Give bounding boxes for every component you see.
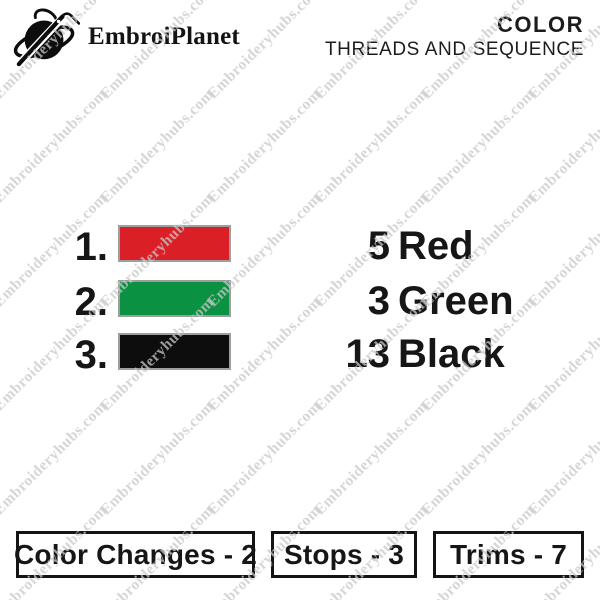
summary-bar: Color Changes - 2 Stops - 3 Trims - 7	[14, 531, 584, 578]
watermark-text: Embroideryhubs.com	[0, 398, 111, 519]
sheet-title: COLOR THREADS AND SEQUENCE	[325, 12, 584, 61]
watermark-text: Embroideryhubs.com	[311, 86, 432, 207]
trims-box: Trims - 7	[433, 531, 584, 578]
sheet-title-color: COLOR	[497, 12, 584, 37]
sheet-title-subtitle: THREADS AND SEQUENCE	[324, 39, 584, 61]
watermark-text: Embroideryhubs.com	[311, 398, 432, 519]
thread-row-3: 3. 13 Black	[0, 333, 600, 375]
stops-box: Stops - 3	[271, 531, 417, 578]
brand-name: EmbroiPlanet	[88, 23, 240, 50]
thread-row-2-count: 3	[367, 279, 390, 323]
brand-logo: EmbroiPlanet	[12, 6, 240, 68]
thread-row-1-count: 5	[367, 224, 390, 268]
color-changes-box: Color Changes - 2	[14, 531, 257, 578]
thread-row-3-index: 3.	[74, 333, 108, 377]
watermark-text: Embroideryhubs.com	[204, 86, 325, 207]
thread-row-1-name: Red	[398, 224, 474, 268]
thread-row-1-index: 1.	[74, 225, 108, 269]
watermark-text: Embroideryhubs.com	[418, 86, 539, 207]
thread-row-2-swatch-green	[118, 280, 231, 317]
thread-row-3-swatch-black	[118, 333, 231, 370]
watermark-text: Embroideryhubs.com	[204, 398, 325, 519]
thread-row-2-index: 2.	[74, 280, 108, 324]
thread-row-2: 2. 3 Green	[0, 280, 600, 322]
watermark-text: Embroideryhubs.com	[418, 398, 539, 519]
thread-row-1: 1. 5 Red	[0, 225, 600, 267]
watermark-text: Embroideryhubs.com	[97, 398, 218, 519]
watermark-text: Embroideryhubs.com	[0, 86, 111, 207]
thread-row-2-name: Green	[398, 279, 514, 323]
thread-row-1-swatch-red	[118, 225, 231, 262]
watermark-text: Embroideryhubs.com	[525, 86, 600, 207]
thread-row-3-name: Black	[398, 332, 505, 376]
watermark-text: Embroideryhubs.com	[97, 86, 218, 207]
needle-planet-logo-icon	[13, 8, 80, 67]
watermark-text: Embroideryhubs.com	[525, 398, 600, 519]
thread-row-3-count: 13	[345, 332, 391, 376]
